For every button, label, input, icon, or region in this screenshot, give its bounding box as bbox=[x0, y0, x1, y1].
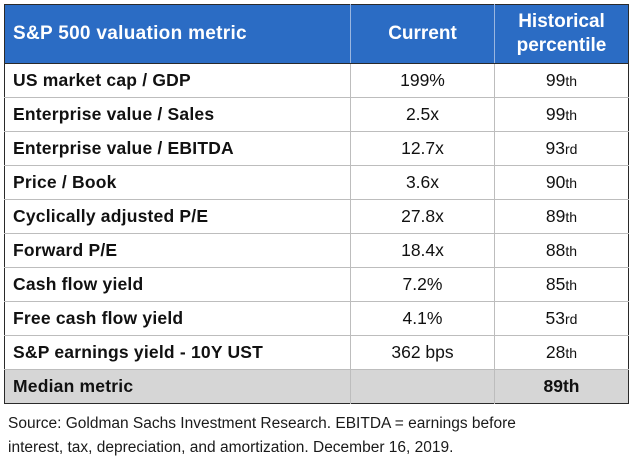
source-note: Source: Goldman Sachs Investment Researc… bbox=[4, 412, 628, 460]
percentile-number: 53 bbox=[545, 308, 565, 328]
percentile-suffix: th bbox=[565, 345, 578, 361]
median-row: Median metric 89th bbox=[4, 369, 629, 404]
current-value: 2.5x bbox=[350, 97, 495, 132]
table-body: US market cap / GDP 199% 99th Enterprise va… bbox=[4, 63, 629, 404]
percentile-number: 28 bbox=[545, 342, 566, 362]
table-row: S&P earnings yield - 10Y UST 362 bps 28th bbox=[4, 335, 629, 370]
current-value: 4.1% bbox=[350, 301, 495, 336]
metric-label: Cash flow yield bbox=[4, 267, 351, 302]
percentile-number: 88 bbox=[545, 240, 566, 260]
current-value: 18.4x bbox=[350, 233, 495, 268]
header-row: S&P 500 valuation metric Current Histori… bbox=[4, 4, 629, 64]
percentile-suffix: th bbox=[565, 243, 578, 259]
percentile-number: 89 bbox=[545, 206, 566, 226]
median-metric-label: Median metric bbox=[4, 369, 351, 404]
metric-label: US market cap / GDP bbox=[4, 63, 351, 98]
header-current: Current bbox=[350, 4, 495, 64]
table-row: Price / Book 3.6x 90th bbox=[4, 165, 629, 200]
header-percentile: Historical percentile bbox=[494, 4, 629, 64]
table-row: Cyclically adjusted P/E 27.8x 89th bbox=[4, 199, 629, 234]
metric-label: Free cash flow yield bbox=[4, 301, 351, 336]
percentile-suffix: rd bbox=[565, 141, 578, 157]
percentile-number: 90 bbox=[545, 172, 566, 192]
header-metric: S&P 500 valuation metric bbox=[4, 4, 351, 64]
percentile-suffix: th bbox=[565, 73, 578, 89]
percentile-value: 28th bbox=[494, 335, 629, 370]
median-current-value bbox=[350, 369, 495, 404]
current-value: 362 bps bbox=[350, 335, 495, 370]
percentile-value: 88th bbox=[494, 233, 629, 268]
percentile-value: 89th bbox=[494, 199, 629, 234]
percentile-value: 85th bbox=[494, 267, 629, 302]
header-percentile-line1: Historical bbox=[518, 11, 605, 32]
percentile-number: 85 bbox=[545, 274, 566, 294]
source-line-2: interest, tax, depreciation, and amortiz… bbox=[8, 439, 454, 456]
percentile-number: 93 bbox=[545, 138, 565, 158]
table-row: Enterprise value / Sales 2.5x 99th bbox=[4, 97, 629, 132]
metric-label: Enterprise value / Sales bbox=[4, 97, 351, 132]
source-line-1: Source: Goldman Sachs Investment Researc… bbox=[8, 415, 516, 432]
percentile-value: 90th bbox=[494, 165, 629, 200]
percentile-number: 99 bbox=[545, 70, 566, 90]
metric-label: Cyclically adjusted P/E bbox=[4, 199, 351, 234]
header-percentile-line2: percentile bbox=[516, 35, 607, 56]
current-value: 199% bbox=[350, 63, 495, 98]
percentile-value: 99th bbox=[494, 63, 629, 98]
metric-label: Price / Book bbox=[4, 165, 351, 200]
percentile-number: 99 bbox=[545, 104, 566, 124]
percentile-value: 93rd bbox=[494, 131, 629, 166]
table-row: Enterprise value / EBITDA 12.7x 93rd bbox=[4, 131, 629, 166]
median-percentile-value: 89th bbox=[494, 369, 629, 404]
current-value: 12.7x bbox=[350, 131, 495, 166]
current-value: 3.6x bbox=[350, 165, 495, 200]
percentile-value: 99th bbox=[494, 97, 629, 132]
percentile-suffix: th bbox=[565, 209, 578, 225]
table-row: Free cash flow yield 4.1% 53rd bbox=[4, 301, 629, 336]
metric-label: S&P earnings yield - 10Y UST bbox=[4, 335, 351, 370]
valuation-table: S&P 500 valuation metric Current Histori… bbox=[4, 4, 629, 404]
table-row: Forward P/E 18.4x 88th bbox=[4, 233, 629, 268]
current-value: 7.2% bbox=[350, 267, 495, 302]
metric-label: Enterprise value / EBITDA bbox=[4, 131, 351, 166]
percentile-suffix: th bbox=[565, 277, 578, 293]
metric-label: Forward P/E bbox=[4, 233, 351, 268]
percentile-value: 53rd bbox=[494, 301, 629, 336]
table-header: S&P 500 valuation metric Current Histori… bbox=[4, 4, 629, 64]
percentile-suffix: rd bbox=[565, 311, 578, 327]
table-row: US market cap / GDP 199% 99th bbox=[4, 63, 629, 98]
percentile-suffix: th bbox=[565, 107, 578, 123]
valuation-figure: S&P 500 valuation metric Current Histori… bbox=[4, 4, 629, 460]
percentile-suffix: th bbox=[565, 175, 578, 191]
current-value: 27.8x bbox=[350, 199, 495, 234]
table-row: Cash flow yield 7.2% 85th bbox=[4, 267, 629, 302]
